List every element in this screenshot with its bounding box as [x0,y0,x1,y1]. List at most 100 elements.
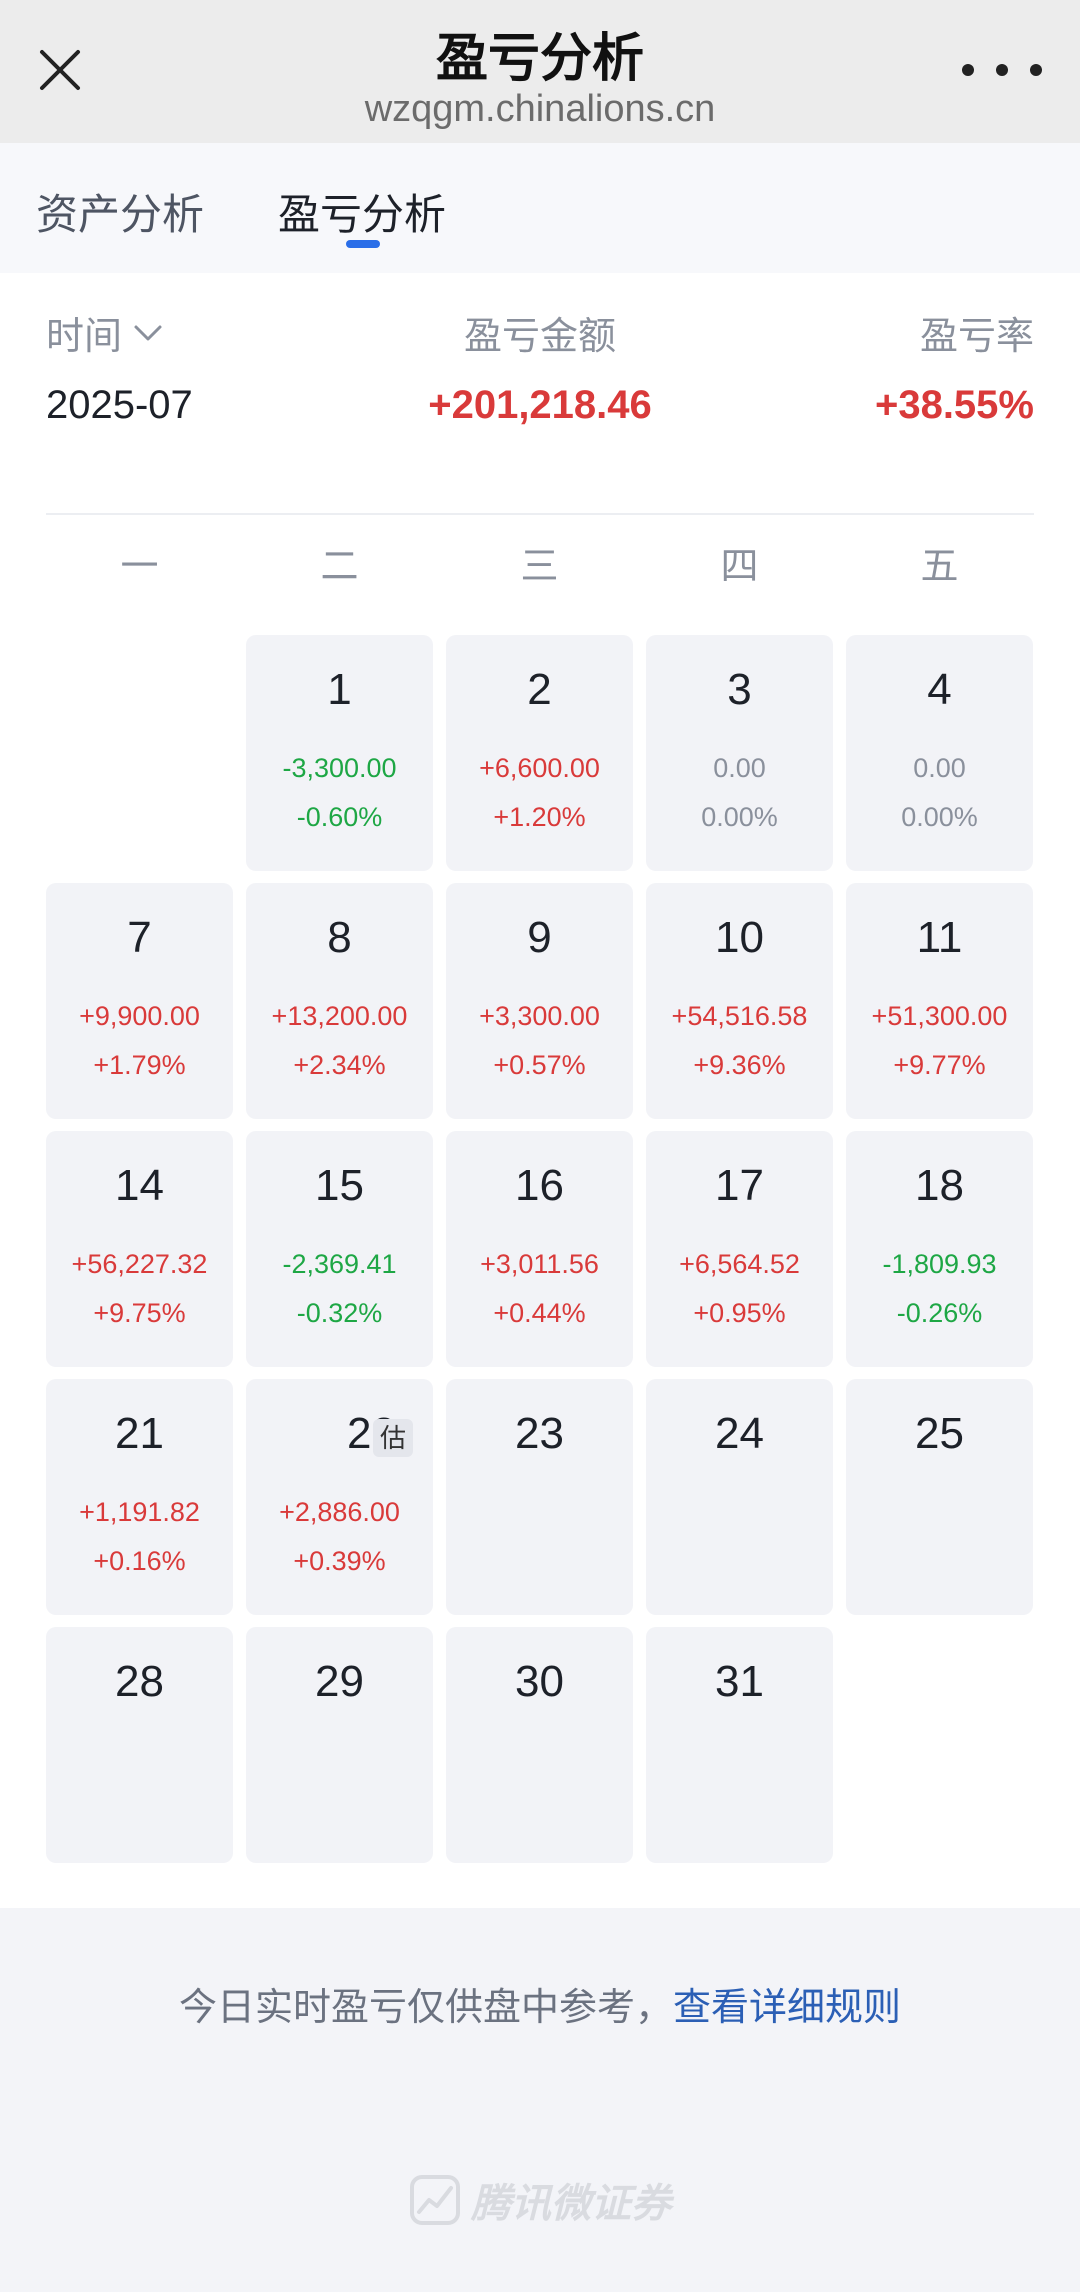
calendar-day-cell[interactable]: 2 +6,600.00 +1.20% [446,635,633,871]
day-pnl-rate: +0.57% [493,1050,586,1080]
day-number: 31 [715,1657,764,1706]
day-number: 24 [715,1409,764,1458]
day-number: 10 [715,913,764,962]
calendar-day-cell[interactable]: 1 -3,300.00 -0.60% [246,635,433,871]
calendar-day-cell[interactable]: 18 -1,809.93 -0.26% [846,1131,1033,1367]
more-dot-icon [996,64,1008,76]
day-number: 16 [515,1161,564,1210]
day-number: 18 [915,1161,964,1210]
chart-logo-icon [410,2175,460,2225]
calendar-day-cell[interactable]: 11 +51,300.00 +9.77% [846,883,1033,1119]
selected-month: 2025-07 [46,383,193,427]
calendar-day-cell[interactable]: 8 +13,200.00 +2.34% [246,883,433,1119]
day-pnl-amount: +6,600.00 [479,753,600,783]
day-number: 17 [715,1161,764,1210]
more-dot-icon [1030,64,1042,76]
day-number: 15 [315,1161,364,1210]
day-pnl-rate: +9.75% [93,1298,186,1328]
summary-labels: 盈亏金额 时间 盈亏率 [46,305,1034,358]
weekday-fri: 五 [920,546,959,588]
brand-name: 腾讯微证券 [471,2182,671,2226]
calendar-day-cell[interactable]: 15 -2,369.41 -0.32% [246,1131,433,1367]
calendar-day-cell[interactable]: 7 +9,900.00 +1.79% [46,883,233,1119]
calendar-day-cell[interactable]: 29 [246,1627,433,1863]
time-selector[interactable]: 时间 [46,305,164,360]
day-number: 8 [327,913,352,962]
day-number: 29 [315,1657,364,1706]
day-number: 28 [115,1657,164,1706]
amount-label: 盈亏金额 [463,316,616,358]
day-pnl-amount: +3,011.56 [480,1249,599,1279]
calendar-day-cell[interactable]: 24 [646,1379,833,1615]
summary-values: +201,218.46 2025-07 +38.55% [46,383,1034,433]
day-number: 14 [115,1161,164,1210]
calendar-day-cell[interactable]: 25 [846,1379,1033,1615]
day-pnl-rate: -0.60% [296,802,383,832]
day-pnl-amount: +51,300.00 [871,1001,1008,1031]
day-number: 3 [727,665,752,714]
weekday-thu: 四 [720,546,759,588]
rate-label: 盈亏率 [919,316,1034,358]
tab-asset-analysis[interactable]: 资产分析 [36,191,205,238]
day-number: 9 [527,913,552,962]
close-icon [40,50,80,90]
tab-active-indicator [346,240,380,248]
day-pnl-rate: +9.36% [693,1050,786,1080]
day-number: 4 [927,665,952,714]
day-number: 25 [915,1409,964,1458]
calendar-day-cell[interactable]: 23 [446,1379,633,1615]
day-pnl-amount: +1,191.82 [79,1497,200,1527]
calendar-day-cell[interactable]: 16 +3,011.56 +0.44% [446,1131,633,1367]
calendar-day-cell[interactable]: 22 估 +2,886.00 +0.39% [246,1379,433,1615]
tab-bar: 资产分析 盈亏分析 [0,143,1080,273]
calendar-day-cell[interactable]: 14 +56,227.32 +9.75% [46,1131,233,1367]
day-pnl-rate: -0.32% [296,1298,383,1328]
day-pnl-amount: +13,200.00 [271,1001,408,1031]
chevron-down-icon [134,325,162,340]
weekday-tue: 二 [320,546,359,588]
day-number: 2 [527,665,552,714]
day-number: 1 [327,665,352,714]
day-pnl-rate: +2.34% [293,1050,386,1080]
day-number: 11 [916,913,963,962]
day-pnl-amount: +54,516.58 [671,1001,808,1031]
calendar-day-cell[interactable]: 30 [446,1627,633,1863]
calendar-day-cell[interactable]: 4 0.00 0.00% [846,635,1033,871]
day-pnl-amount: +6,564.52 [679,1249,800,1279]
day-pnl-rate: +0.44% [493,1298,586,1328]
total-rate: +38.55% [874,383,1034,427]
rules-link[interactable]: 查看详细规则 [673,1987,902,2029]
tab-pnl-analysis[interactable]: 盈亏分析 [278,191,447,238]
day-number: 7 [127,913,152,962]
calendar-day-cell[interactable]: 9 +3,300.00 +0.57% [446,883,633,1119]
top-bar: 盈亏分析 wzqgm.chinalions.cn [0,0,1080,143]
day-pnl-rate: +0.39% [293,1546,386,1576]
weekday-header: 一 二 三 四 五 [46,535,1034,595]
calendar-day-cell[interactable]: 10 +54,516.58 +9.36% [646,883,833,1119]
day-pnl-amount: -2,369.41 [282,1249,397,1279]
page-domain: wzqgm.chinalions.cn [364,88,716,130]
weekday-wed: 三 [520,546,559,588]
notice-text: 今日实时盈亏仅供盘中参考， [178,1987,673,2029]
day-pnl-amount: 0.00 [713,753,766,783]
day-pnl-amount: +9,900.00 [79,1001,200,1031]
more-button[interactable] [962,50,1042,90]
time-label: 时间 [46,316,123,358]
day-number: 30 [515,1657,564,1706]
day-pnl-rate: +1.79% [93,1050,186,1080]
day-pnl-rate: +0.95% [693,1298,786,1328]
calendar-day-cell[interactable]: 21 +1,191.82 +0.16% [46,1379,233,1615]
close-button[interactable] [30,40,90,100]
brand-watermark: 腾讯微证券 [0,2170,1080,2230]
weekday-mon: 一 [120,546,159,588]
day-pnl-amount: -1,809.93 [882,1249,997,1279]
day-pnl-amount: +3,300.00 [479,1001,600,1031]
calendar-day-cell[interactable]: 17 +6,564.52 +0.95% [646,1131,833,1367]
day-pnl-amount: 0.00 [913,753,966,783]
calendar-day-cell[interactable]: 28 [46,1627,233,1863]
calendar-day-cell[interactable]: 3 0.00 0.00% [646,635,833,871]
day-pnl-amount: -3,300.00 [282,753,397,783]
calendar-day-cell[interactable]: 31 [646,1627,833,1863]
day-pnl-amount: +56,227.32 [71,1249,208,1279]
page-title: 盈亏分析 [435,30,644,88]
